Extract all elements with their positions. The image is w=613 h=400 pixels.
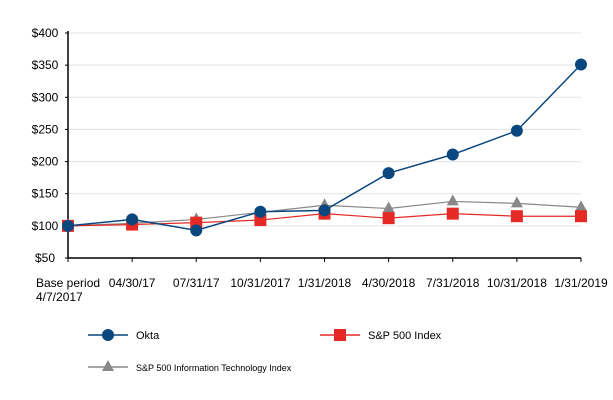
x-tick-label: 04/30/17 bbox=[109, 276, 156, 290]
legend-item: Okta bbox=[88, 329, 160, 342]
legend-item: S&P 500 Index bbox=[320, 329, 442, 342]
y-tick-label: $100 bbox=[32, 219, 59, 233]
data-point-circle bbox=[102, 329, 114, 341]
data-point-circle bbox=[382, 167, 395, 180]
x-tick-label: 4/7/2017 bbox=[36, 290, 83, 304]
data-point-circle bbox=[510, 124, 523, 137]
legend-label: Okta bbox=[136, 330, 160, 342]
series-circle bbox=[62, 58, 587, 237]
data-point-circle bbox=[254, 205, 267, 218]
x-tick-label: 4/30/2018 bbox=[362, 276, 416, 290]
data-point-triangle bbox=[382, 201, 395, 213]
y-tick-label: $50 bbox=[35, 251, 55, 265]
data-point-square bbox=[575, 210, 587, 223]
x-tick-label: 1/31/2019 bbox=[554, 276, 608, 290]
data-point-triangle bbox=[446, 194, 459, 206]
y-tick-label: $350 bbox=[32, 58, 59, 72]
data-point-circle bbox=[62, 219, 74, 232]
x-tick-label: 1/31/2018 bbox=[298, 276, 352, 290]
data-point-circle bbox=[318, 204, 331, 217]
data-point-circle bbox=[126, 213, 139, 226]
data-point-square bbox=[446, 207, 459, 220]
legend-label: S&P 500 Information Technology Index bbox=[136, 363, 292, 373]
x-tick-label: 10/31/2017 bbox=[230, 276, 290, 290]
data-point-square bbox=[510, 210, 523, 223]
data-point-circle bbox=[446, 148, 459, 161]
x-tick-label: Base period bbox=[36, 276, 100, 290]
data-point-square bbox=[382, 212, 395, 225]
x-tick-label: 7/31/2018 bbox=[426, 276, 480, 290]
y-tick-label: $250 bbox=[32, 122, 59, 136]
data-point-circle bbox=[575, 58, 587, 71]
y-tick-label: $400 bbox=[32, 26, 59, 40]
x-tick-label: 07/31/17 bbox=[173, 276, 220, 290]
y-tick-label: $150 bbox=[32, 187, 59, 201]
y-tick-label: $200 bbox=[32, 155, 59, 169]
data-point-triangle bbox=[102, 360, 114, 371]
data-point-triangle bbox=[575, 200, 587, 212]
data-point-circle bbox=[190, 224, 203, 237]
data-point-square bbox=[254, 214, 267, 227]
legend-item: S&P 500 Information Technology Index bbox=[88, 360, 292, 373]
y-tick-label: $300 bbox=[32, 90, 59, 104]
data-point-square bbox=[334, 329, 346, 341]
legend-label: S&P 500 Index bbox=[368, 330, 442, 342]
x-tick-label: 10/31/2018 bbox=[487, 276, 547, 290]
data-point-triangle bbox=[510, 196, 523, 208]
